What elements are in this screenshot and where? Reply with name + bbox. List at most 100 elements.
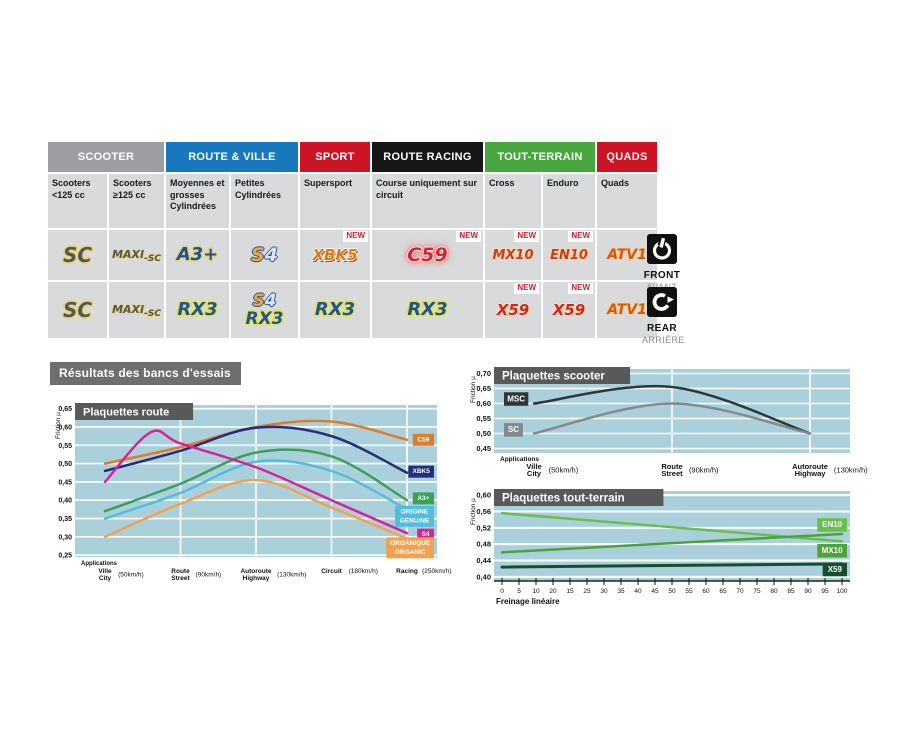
arriere-label: ARRIÈRE	[642, 335, 685, 345]
logo-sc-suffix: -SC	[144, 309, 161, 319]
svg-text:0,48: 0,48	[476, 540, 491, 549]
svg-text:(90km/h): (90km/h)	[196, 572, 222, 579]
svg-text:(90km/h): (90km/h)	[689, 466, 719, 475]
svg-text:0,55: 0,55	[476, 414, 491, 423]
logo-en10: EN10	[550, 247, 588, 263]
cell-front-a3: A3+	[166, 230, 229, 280]
logo-maxi: MAXI	[112, 303, 145, 316]
cell-rear-maxisc: MAXI-SC	[109, 282, 164, 338]
header-scooter: SCOOTER	[48, 142, 164, 172]
logo-s4-s: S	[251, 243, 265, 266]
rear-label: REAR	[647, 323, 677, 334]
plaquettes-route-chart: C59 XBK5 A3+ ORIGINE GENUINE S4 ORGANIQUE ORGAN…	[55, 403, 451, 582]
rear-block: REAR ARRIÈRE	[642, 287, 685, 345]
svg-text:Highway: Highway	[795, 469, 827, 478]
svg-text:10: 10	[532, 588, 540, 595]
svg-text:(50km/h): (50km/h)	[118, 572, 144, 579]
logo-maxi-sc: MAXI-SC	[112, 303, 161, 319]
svg-text:(130km/h): (130km/h)	[277, 572, 306, 579]
logo-mx10: MX10	[492, 247, 534, 263]
logo-rx3: RX3	[407, 299, 448, 320]
svg-text:35: 35	[617, 588, 625, 595]
subheader-petites: Petites Cylindrées	[231, 174, 298, 228]
svg-text:Ville: Ville	[98, 568, 112, 575]
logo-rx3: RX3	[177, 299, 218, 320]
svg-text:0,30: 0,30	[58, 534, 72, 541]
svg-text:0,40: 0,40	[476, 572, 491, 581]
svg-text:5: 5	[517, 588, 521, 595]
subheader-cross: Cross	[485, 174, 541, 228]
svg-text:Autoroute: Autoroute	[792, 462, 828, 471]
cell-front-en10: NEW EN10	[543, 230, 595, 280]
logo-sc-suffix: -SC	[144, 254, 161, 264]
svg-text:0,50: 0,50	[58, 461, 72, 468]
svg-text:100: 100	[837, 588, 848, 595]
logo-xbk5: XBK5	[312, 245, 358, 264]
logo-s4-4: 4	[264, 290, 277, 311]
cell-rear-x59-enduro: NEW X59	[543, 282, 595, 338]
logo-x59: X59	[496, 300, 530, 319]
cell-rear-s4-rx3: S4 RX3	[231, 282, 298, 338]
logo-a3plus: A3+	[176, 244, 219, 265]
svg-text:Friction µ: Friction µ	[55, 412, 62, 439]
subheader-supersport: Supersport	[300, 174, 370, 228]
front-brake-disc-icon	[647, 234, 677, 264]
svg-text:0,60: 0,60	[476, 399, 491, 408]
svg-text:30: 30	[600, 588, 608, 595]
plaquettes-scooter-chart: MSC SC Plaquettes scooter 0,70 0,65 0,60 0,55 0…	[470, 367, 868, 478]
svg-text:Street: Street	[171, 575, 190, 582]
header-tout-terrain: TOUT-TERRAIN	[485, 142, 595, 172]
svg-text:Ville: Ville	[526, 462, 541, 471]
logo-maxi: MAXI	[112, 248, 145, 261]
svg-text:85: 85	[787, 588, 795, 595]
section-title: Résultats des bancs d'essais	[50, 362, 241, 385]
plaquettes-tout-terrain-chart: EN10 MX10 X59 Plaquettes tout-terrain 0,60 0,…	[470, 489, 850, 606]
subheader-scooters-small: Scooters <125 cc	[48, 174, 107, 228]
svg-text:0,52: 0,52	[476, 523, 491, 532]
front-label: FRONT	[643, 270, 681, 281]
svg-text:0,65: 0,65	[476, 384, 491, 393]
subheader-moyennes: Moyennes et grosses Cylindrées	[166, 174, 229, 228]
svg-text:Route: Route	[171, 568, 190, 575]
svg-text:X59: X59	[828, 565, 843, 574]
svg-text:Highway: Highway	[243, 575, 270, 582]
logo-sc: SC	[62, 298, 93, 322]
svg-text:SC: SC	[508, 425, 519, 434]
svg-text:(50km/h): (50km/h)	[549, 466, 579, 475]
svg-text:Friction µ: Friction µ	[470, 376, 477, 403]
svg-text:Racing: Racing	[396, 568, 418, 575]
svg-text:Autoroute: Autoroute	[240, 568, 271, 575]
logo-atv1: ATV1	[607, 247, 647, 263]
svg-text:15: 15	[566, 588, 574, 595]
cell-front-maxisc: MAXI-SC	[109, 230, 164, 280]
svg-text:Street: Street	[661, 469, 683, 478]
cell-front-s4: S4	[231, 230, 298, 280]
logo-atv1: ATV1	[607, 302, 647, 318]
logo-rx3: RX3	[245, 308, 284, 329]
svg-text:A3+: A3+	[417, 495, 429, 502]
new-badge: NEW	[456, 231, 481, 242]
cell-front-xbk5: NEW XBK5	[300, 230, 370, 280]
svg-text:60: 60	[702, 588, 710, 595]
svg-text:0,55: 0,55	[58, 443, 72, 450]
svg-text:ORGANIQUE: ORGANIQUE	[390, 540, 431, 547]
new-badge: NEW	[568, 231, 593, 242]
cell-front-c59: NEW C59	[372, 230, 483, 280]
header-route-ville: ROUTE & VILLE	[166, 142, 298, 172]
svg-text:0,56: 0,56	[476, 507, 491, 516]
logo-x59: X59	[552, 300, 586, 319]
logo-s4-4: 4	[264, 243, 278, 266]
subheader-enduro: Enduro	[543, 174, 595, 228]
svg-text:20: 20	[549, 588, 557, 595]
svg-text:0,44: 0,44	[476, 556, 491, 565]
header-quads: QUADS	[597, 142, 657, 172]
logo-c59: C59	[407, 243, 448, 266]
svg-text:XBK5: XBK5	[412, 468, 430, 475]
svg-text:0: 0	[500, 588, 504, 595]
svg-text:Plaquettes tout-terrain: Plaquettes tout-terrain	[502, 493, 625, 505]
svg-text:80: 80	[770, 588, 778, 595]
svg-text:0,60: 0,60	[476, 491, 491, 500]
svg-text:Route: Route	[661, 462, 682, 471]
svg-text:0,50: 0,50	[476, 429, 491, 438]
svg-text:50: 50	[668, 588, 676, 595]
